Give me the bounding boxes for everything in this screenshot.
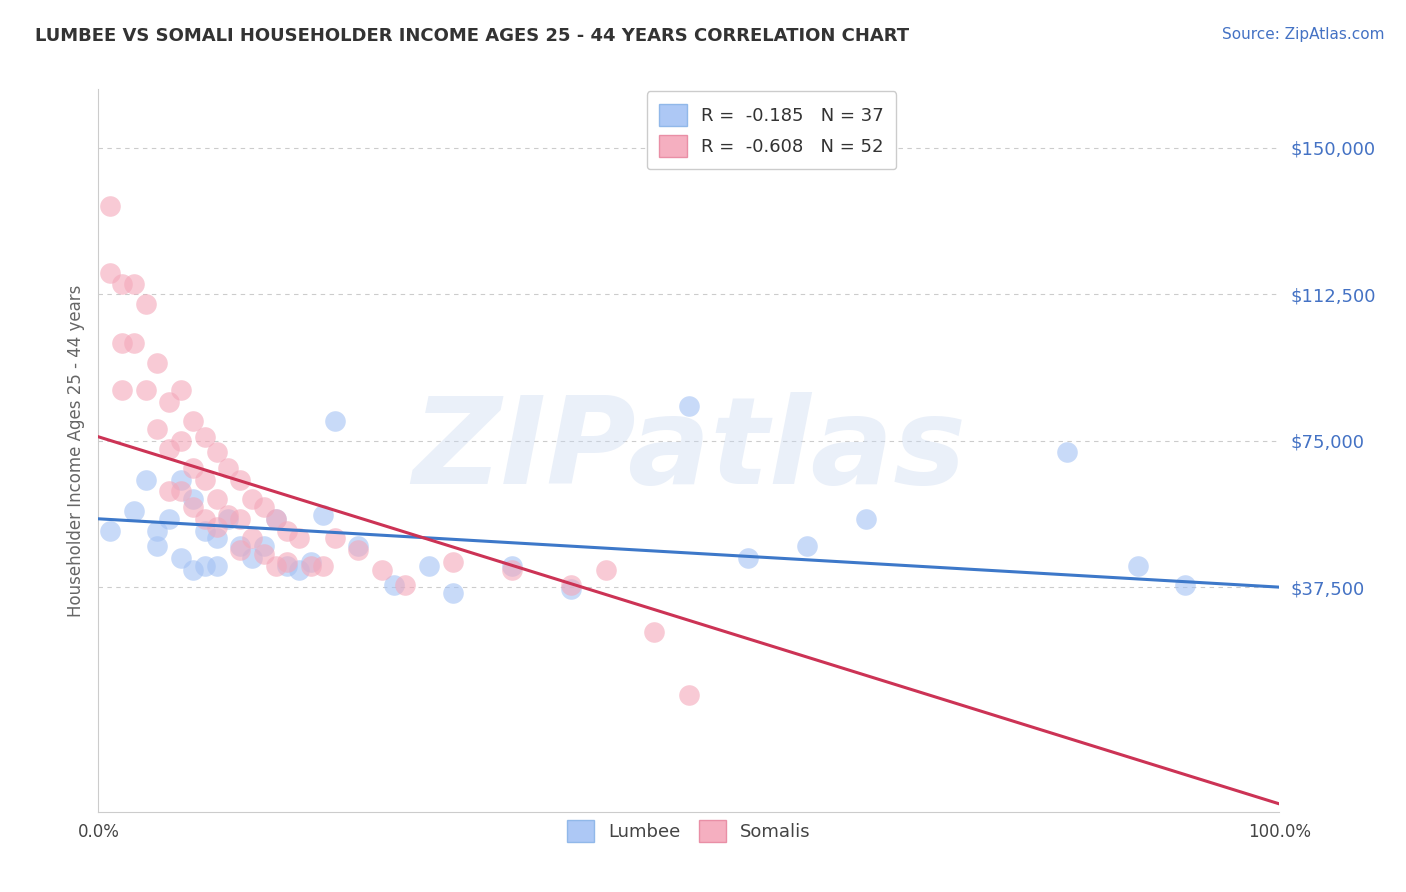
Point <box>146 422 169 436</box>
Point <box>157 484 180 499</box>
Point <box>229 512 252 526</box>
Point <box>146 539 169 553</box>
Point <box>253 500 276 514</box>
Point <box>217 461 239 475</box>
Point <box>146 524 169 538</box>
Point <box>560 578 582 592</box>
Point <box>111 383 134 397</box>
Point <box>181 492 204 507</box>
Point <box>135 473 157 487</box>
Point <box>595 563 617 577</box>
Point <box>323 414 346 428</box>
Point <box>229 473 252 487</box>
Point <box>264 558 287 573</box>
Point <box>229 539 252 553</box>
Point <box>394 578 416 592</box>
Point <box>288 532 311 546</box>
Point <box>205 532 228 546</box>
Point <box>205 558 228 573</box>
Point <box>194 512 217 526</box>
Point <box>276 524 298 538</box>
Point <box>122 277 145 292</box>
Y-axis label: Householder Income Ages 25 - 44 years: Householder Income Ages 25 - 44 years <box>66 285 84 616</box>
Point <box>253 539 276 553</box>
Point <box>135 297 157 311</box>
Point <box>111 336 134 351</box>
Point <box>217 512 239 526</box>
Point <box>157 512 180 526</box>
Legend: Lumbee, Somalis: Lumbee, Somalis <box>560 814 818 850</box>
Point <box>135 383 157 397</box>
Point <box>1056 445 1078 459</box>
Point <box>205 519 228 533</box>
Point <box>264 512 287 526</box>
Text: Source: ZipAtlas.com: Source: ZipAtlas.com <box>1222 27 1385 42</box>
Point <box>382 578 405 592</box>
Point <box>441 555 464 569</box>
Point <box>181 414 204 428</box>
Point <box>217 508 239 522</box>
Point <box>276 555 298 569</box>
Point <box>181 500 204 514</box>
Point <box>643 625 665 640</box>
Point <box>170 550 193 565</box>
Point <box>122 336 145 351</box>
Point <box>205 492 228 507</box>
Point <box>205 445 228 459</box>
Text: ZIPatlas: ZIPatlas <box>412 392 966 509</box>
Point <box>1174 578 1197 592</box>
Point <box>288 563 311 577</box>
Point <box>264 512 287 526</box>
Point <box>253 547 276 561</box>
Point <box>299 558 322 573</box>
Point <box>194 473 217 487</box>
Point <box>98 199 121 213</box>
Point <box>240 532 263 546</box>
Point <box>194 558 217 573</box>
Point <box>98 266 121 280</box>
Point <box>501 558 523 573</box>
Point <box>312 508 335 522</box>
Point <box>111 277 134 292</box>
Point <box>678 688 700 702</box>
Point <box>276 558 298 573</box>
Point <box>678 399 700 413</box>
Point <box>170 383 193 397</box>
Point <box>194 430 217 444</box>
Point <box>1126 558 1149 573</box>
Point <box>146 355 169 369</box>
Point <box>347 543 370 558</box>
Point <box>737 550 759 565</box>
Point <box>855 512 877 526</box>
Point <box>441 586 464 600</box>
Point <box>194 524 217 538</box>
Point <box>418 558 440 573</box>
Point <box>796 539 818 553</box>
Point <box>170 484 193 499</box>
Point <box>560 582 582 596</box>
Point <box>157 394 180 409</box>
Point <box>240 492 263 507</box>
Point <box>98 524 121 538</box>
Text: LUMBEE VS SOMALI HOUSEHOLDER INCOME AGES 25 - 44 YEARS CORRELATION CHART: LUMBEE VS SOMALI HOUSEHOLDER INCOME AGES… <box>35 27 910 45</box>
Point <box>229 543 252 558</box>
Point <box>240 550 263 565</box>
Point <box>299 555 322 569</box>
Point <box>371 563 394 577</box>
Point <box>170 473 193 487</box>
Point <box>181 563 204 577</box>
Point <box>157 442 180 456</box>
Point <box>347 539 370 553</box>
Point <box>323 532 346 546</box>
Point <box>181 461 204 475</box>
Point <box>122 504 145 518</box>
Point <box>501 563 523 577</box>
Point <box>170 434 193 448</box>
Point <box>312 558 335 573</box>
